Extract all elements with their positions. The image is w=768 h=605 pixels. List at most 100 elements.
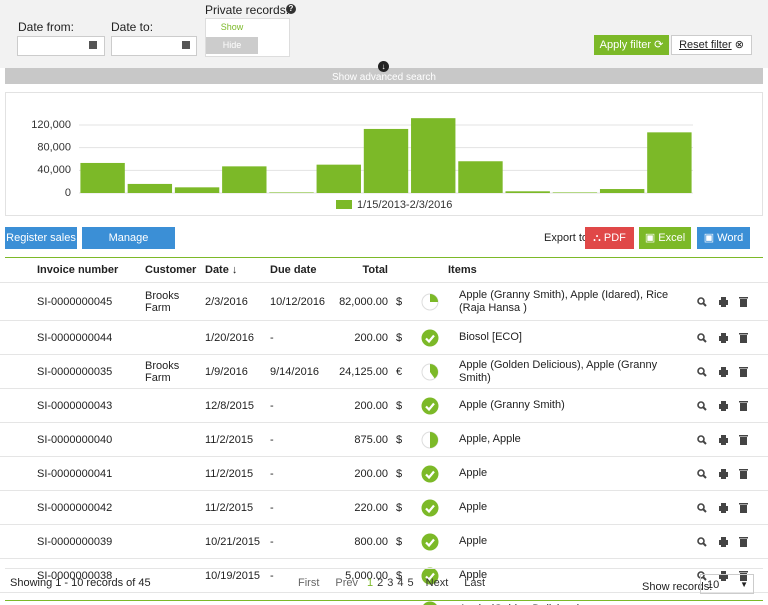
row: SI-0000000045 Brooks Farm 2/3/2016 10/12/20… [0, 282, 768, 321]
customer [145, 456, 205, 491]
customer [145, 320, 205, 355]
actions[interactable] [693, 422, 768, 457]
next-link[interactable]: Next [425, 577, 449, 589]
label: PDF [603, 232, 626, 244]
calendar-icon[interactable] [89, 41, 97, 49]
due-date: - [270, 456, 338, 491]
date: 2/3/2016 [205, 282, 270, 321]
due-date: - [270, 422, 338, 457]
date: 11/2/2015 [205, 490, 270, 525]
showing: Showing 1 - 10 records of 45 [10, 577, 151, 589]
page-link[interactable]: 3 [387, 577, 394, 589]
due-date: - [270, 524, 338, 559]
customer [145, 524, 205, 559]
hide-option[interactable]: Hide [206, 37, 258, 54]
row: SI-0000000039 10/21/2015-800.00 $ Apple [0, 524, 768, 559]
currency: $ [388, 320, 413, 355]
actions[interactable] [693, 354, 768, 389]
last-link[interactable]: Last [464, 577, 486, 589]
currency: € [388, 354, 413, 389]
due-date: 9/14/2016 [270, 354, 338, 389]
label: Private records: [205, 3, 290, 17]
items: Apple (Golden Delicious) [448, 592, 693, 605]
page-link[interactable]: 4 [397, 577, 404, 589]
column-header [693, 258, 768, 283]
actions[interactable] [693, 490, 768, 525]
label: Reset filter [679, 39, 732, 51]
items: Apple [448, 456, 693, 491]
due-date: 10/12/2016 [270, 282, 338, 321]
column-header [388, 258, 413, 283]
column-header: Items [448, 264, 477, 276]
due-date: - [270, 388, 338, 423]
show-option[interactable]: Show [220, 22, 244, 32]
date: 10/21/2015 [205, 524, 270, 559]
bar [458, 161, 503, 193]
page-link[interactable]: 5 [407, 577, 414, 589]
bar [552, 192, 598, 193]
help-icon[interactable]: ? [286, 4, 296, 14]
items: Apple (Granny Smith) [448, 388, 693, 423]
calendar-icon[interactable] [182, 41, 190, 49]
page-link[interactable]: 1 [367, 577, 374, 589]
bar [647, 132, 692, 193]
reset-button[interactable]: Reset filter ⊗ [671, 35, 752, 55]
legend-swatch [336, 200, 352, 209]
actions[interactable] [693, 558, 768, 593]
filter-area [0, 0, 768, 68]
row: SI-0000000041 11/2/2015-200.00 $ Apple [0, 456, 768, 491]
register-button[interactable]: Register sales [5, 227, 77, 249]
customer [145, 490, 205, 525]
excel-button[interactable]: ▣ Excel [639, 227, 691, 249]
label: Date to: [111, 20, 154, 34]
customer [145, 422, 205, 457]
show-records-label: Show records: [642, 581, 713, 593]
total: 200.00 [338, 320, 388, 355]
total: 24,125.00 [338, 354, 388, 389]
actions[interactable] [693, 456, 768, 491]
date-input[interactable] [111, 36, 197, 56]
apply-button[interactable]: Apply filter ⟳ [594, 35, 669, 55]
pdf-button[interactable]: ⛬ PDF [585, 227, 634, 249]
actions[interactable] [693, 282, 768, 321]
currency: $ [388, 592, 413, 605]
column-header: Total [362, 264, 388, 276]
row: SI-0000000044 1/20/2016-200.00 $ Biosol [EC… [0, 320, 768, 355]
currency: $ [388, 524, 413, 559]
status-icon [413, 592, 448, 605]
date-input[interactable] [17, 36, 105, 56]
page-link[interactable]: 2 [377, 577, 384, 589]
actions[interactable] [693, 388, 768, 423]
bar [269, 192, 314, 193]
manage-button[interactable]: Manage customers [82, 227, 175, 266]
chart: 0 40,000 80,000 120,000 1/15/2013-2/3/2016 [5, 92, 763, 216]
per-page-select[interactable]: 10 ▼ [700, 574, 754, 594]
column-header: Customer [145, 264, 197, 276]
items: Apple [448, 490, 693, 525]
total: 500.00 [338, 592, 388, 605]
word-button[interactable]: ▣ Word [697, 227, 750, 249]
actions[interactable] [693, 524, 768, 559]
actions[interactable] [693, 592, 768, 605]
advanced-bar[interactable] [5, 68, 763, 84]
status-icon [413, 354, 448, 389]
customer: Brooks Farm [145, 282, 205, 321]
advanced-label: Show advanced search [332, 72, 436, 83]
items: Apple (Granny Smith), Apple (Idared), Ri… [448, 282, 693, 321]
row: SI-0000000037 10/6/2015-500.00$ Apple (Gol… [0, 592, 768, 605]
date: 1/20/2016 [205, 320, 270, 355]
invoice-number: SI-0000000042 [0, 490, 145, 525]
due-date: - [270, 558, 338, 593]
actions[interactable] [693, 320, 768, 355]
total: 5,000.00 [338, 558, 388, 593]
bar [599, 189, 645, 193]
prev-link[interactable]: Prev [335, 577, 359, 589]
pager: First Prev 1 2 3 4 5 Next Last [298, 577, 485, 589]
bar [222, 166, 267, 193]
currency: $ [388, 282, 413, 321]
first-link[interactable]: First [298, 577, 320, 589]
invoice-number: SI-0000000044 [0, 320, 145, 355]
label: Word [717, 232, 744, 244]
y-tick-label: 80,000 [37, 142, 71, 154]
arrow-icon[interactable]: ↓ [378, 61, 389, 72]
